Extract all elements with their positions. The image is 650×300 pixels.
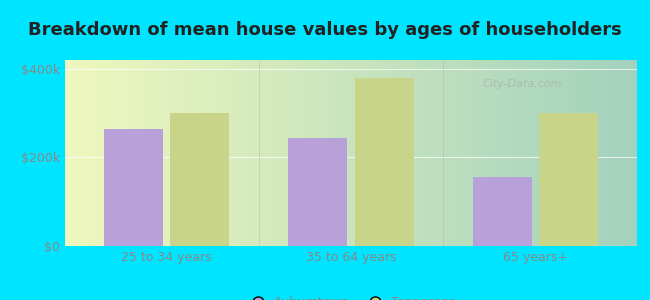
Text: Breakdown of mean house values by ages of householders: Breakdown of mean house values by ages o… — [28, 21, 622, 39]
Bar — [288, 137, 347, 246]
Text: City-Data.com: City-Data.com — [483, 79, 562, 88]
Bar — [540, 113, 598, 246]
Bar — [170, 113, 229, 246]
Bar — [104, 129, 162, 246]
Bar — [473, 177, 532, 246]
Legend: Auburntown, Tennessee: Auburntown, Tennessee — [240, 291, 462, 300]
Bar — [355, 78, 414, 246]
